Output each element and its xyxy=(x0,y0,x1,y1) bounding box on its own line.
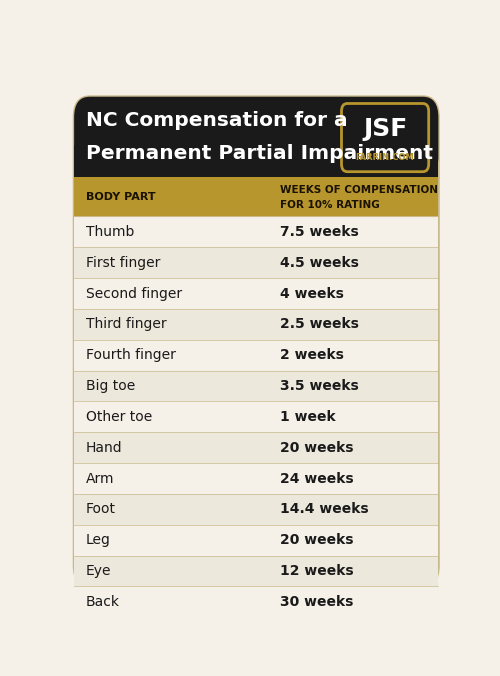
Text: BODY PART: BODY PART xyxy=(86,192,156,202)
Bar xyxy=(74,278,438,309)
Text: 7.5 weeks: 7.5 weeks xyxy=(280,225,358,239)
Bar xyxy=(74,586,438,617)
FancyBboxPatch shape xyxy=(342,103,428,172)
Bar xyxy=(74,340,438,370)
Text: Fourth finger: Fourth finger xyxy=(86,348,176,362)
Text: 2.5 weeks: 2.5 weeks xyxy=(280,317,358,331)
Text: 20 weeks: 20 weeks xyxy=(280,441,353,455)
Bar xyxy=(74,402,438,432)
Bar xyxy=(74,177,438,216)
Text: Eye: Eye xyxy=(86,564,111,578)
Text: FARRIN.COM: FARRIN.COM xyxy=(356,153,414,162)
Text: NC Compensation for a: NC Compensation for a xyxy=(86,112,347,130)
Text: Hand: Hand xyxy=(86,441,122,455)
Bar xyxy=(74,370,438,402)
Bar xyxy=(74,432,438,463)
Text: Back: Back xyxy=(86,595,120,609)
FancyBboxPatch shape xyxy=(74,97,438,586)
Text: 1 week: 1 week xyxy=(280,410,335,424)
Bar xyxy=(74,556,438,586)
Text: FOR 10% RATING: FOR 10% RATING xyxy=(280,200,380,210)
Text: 30 weeks: 30 weeks xyxy=(280,595,353,609)
Text: 3.5 weeks: 3.5 weeks xyxy=(280,379,358,393)
Text: 4 weeks: 4 weeks xyxy=(280,287,344,301)
Bar xyxy=(74,216,438,247)
Bar xyxy=(74,463,438,494)
Text: Third finger: Third finger xyxy=(86,317,166,331)
Text: First finger: First finger xyxy=(86,256,160,270)
Text: 4.5 weeks: 4.5 weeks xyxy=(280,256,358,270)
Bar xyxy=(74,309,438,340)
Bar xyxy=(74,525,438,556)
Text: Permanent Partial Impairment: Permanent Partial Impairment xyxy=(86,144,433,163)
Text: 12 weeks: 12 weeks xyxy=(280,564,353,578)
Bar xyxy=(74,494,438,525)
Text: WEEKS OF COMPENSATION: WEEKS OF COMPENSATION xyxy=(280,185,438,195)
Text: Arm: Arm xyxy=(86,472,114,485)
Bar xyxy=(74,247,438,278)
Text: Big toe: Big toe xyxy=(86,379,135,393)
Text: 24 weeks: 24 weeks xyxy=(280,472,353,485)
Text: 20 weeks: 20 weeks xyxy=(280,533,353,547)
Text: Leg: Leg xyxy=(86,533,110,547)
Text: Foot: Foot xyxy=(86,502,116,516)
Text: JSF: JSF xyxy=(363,118,407,141)
FancyBboxPatch shape xyxy=(74,97,438,177)
Text: Second finger: Second finger xyxy=(86,287,182,301)
Bar xyxy=(74,145,438,177)
Text: 14.4 weeks: 14.4 weeks xyxy=(280,502,368,516)
Text: 2 weeks: 2 weeks xyxy=(280,348,344,362)
Text: Other toe: Other toe xyxy=(86,410,152,424)
Text: Thumb: Thumb xyxy=(86,225,134,239)
